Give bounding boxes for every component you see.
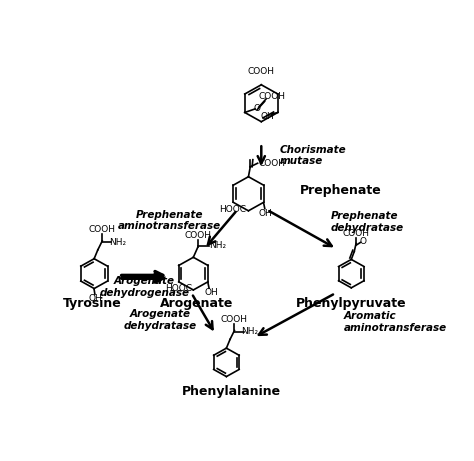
Text: OH: OH — [88, 294, 102, 303]
Text: NH₂: NH₂ — [209, 242, 226, 250]
Text: COOH: COOH — [258, 92, 285, 100]
Text: OH: OH — [204, 288, 218, 297]
Text: O: O — [360, 237, 367, 246]
Text: Prephenate: Prephenate — [300, 184, 382, 197]
Text: HOOC: HOOC — [165, 284, 192, 293]
Text: Prephenate
dehydratase: Prephenate dehydratase — [331, 211, 404, 233]
Text: COOH: COOH — [184, 231, 211, 240]
Text: HOOC: HOOC — [219, 205, 246, 213]
Text: OH: OH — [261, 112, 274, 120]
Text: Phenylpyruvate: Phenylpyruvate — [296, 297, 407, 310]
Text: O: O — [254, 104, 260, 112]
Text: COOH: COOH — [248, 67, 275, 76]
Text: NH₂: NH₂ — [241, 327, 258, 337]
Text: Aromatic
aminotransferase: Aromatic aminotransferase — [344, 312, 447, 333]
Text: COOH: COOH — [259, 159, 286, 168]
Text: Arogenate
dehydrogenase: Arogenate dehydrogenase — [100, 276, 190, 297]
Text: Phenylalanine: Phenylalanine — [182, 385, 282, 398]
Text: NH₂: NH₂ — [109, 238, 126, 247]
Text: Prephenate
aminotransferase: Prephenate aminotransferase — [118, 210, 221, 231]
Text: COOH: COOH — [221, 315, 248, 324]
Text: Arogenate: Arogenate — [160, 297, 234, 310]
Text: COOH: COOH — [89, 225, 116, 234]
Text: OH: OH — [259, 209, 273, 219]
Text: COOH: COOH — [343, 230, 370, 238]
Text: Arogenate
dehydratase: Arogenate dehydratase — [124, 309, 197, 331]
Text: Chorismate
mutase: Chorismate mutase — [280, 145, 346, 166]
Text: Tyrosine: Tyrosine — [63, 297, 122, 310]
